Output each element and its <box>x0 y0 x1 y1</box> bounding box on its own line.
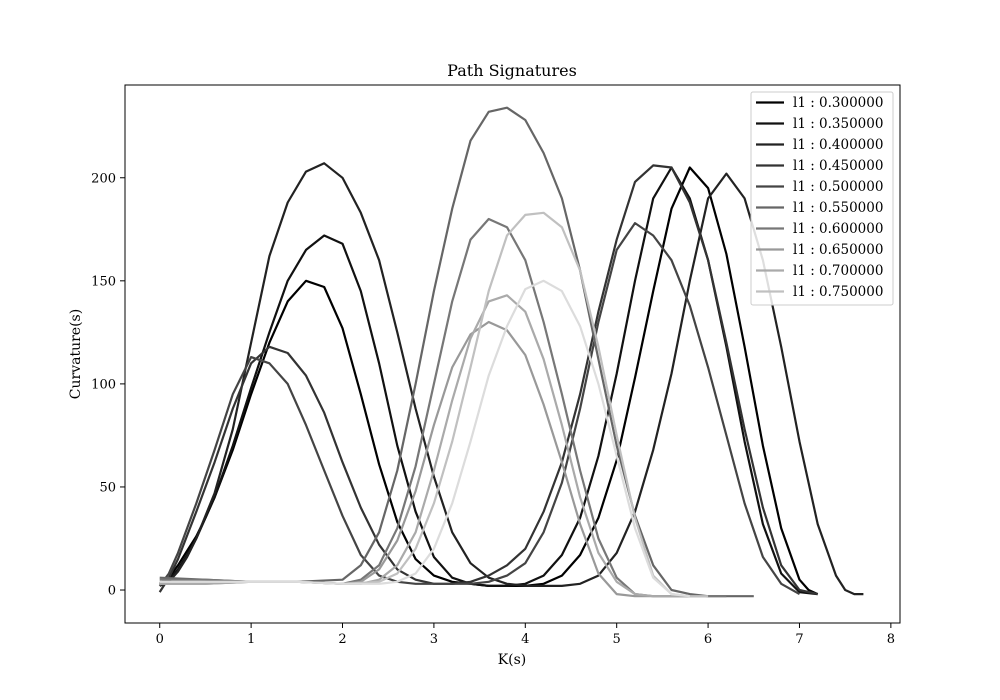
y-tick-label: 150 <box>91 274 116 289</box>
legend-entry: l1 : 0.550000 <box>793 200 883 216</box>
legend-entry: l1 : 0.750000 <box>793 284 883 300</box>
legend-entry: l1 : 0.500000 <box>793 179 883 195</box>
x-axis-ticks: 0 1 2 3 4 5 6 7 8 <box>156 623 895 647</box>
legend-box <box>750 91 894 306</box>
legend: l1 : 0.300000 l1 : 0.350000 l1 : 0.400000 l… <box>750 91 894 306</box>
legend-entry: l1 : 0.300000 <box>793 95 883 111</box>
series-line-11 <box>159 279 690 598</box>
chart-title: Path Signatures <box>447 61 577 80</box>
x-tick-label: 4 <box>521 632 529 647</box>
x-tick-label: 5 <box>613 632 621 647</box>
plot-frame <box>124 84 901 624</box>
x-tick-label: 6 <box>704 632 712 647</box>
legend-entry: l1 : 0.650000 <box>793 242 883 258</box>
x-tick-label: 0 <box>156 632 164 647</box>
x-tick-label: 8 <box>887 632 895 647</box>
legend-entry: l1 : 0.600000 <box>793 221 883 237</box>
legend-entry: l1 : 0.350000 <box>793 116 883 132</box>
y-axis-label: Curvature(s) <box>68 309 84 399</box>
x-tick-label: 1 <box>247 632 255 647</box>
series-line-5 <box>158 222 801 596</box>
legend-entry: l1 : 0.400000 <box>793 137 883 153</box>
y-axis-ticks: 0 50 100 150 200 <box>91 171 125 599</box>
series-line-1 <box>159 166 819 596</box>
x-tick-label: 7 <box>795 632 803 647</box>
series-line-2 <box>159 166 818 596</box>
legend-entry: l1 : 0.450000 <box>793 158 883 174</box>
series-line-6 <box>159 106 754 598</box>
series-layer <box>158 106 864 598</box>
legend-entry: l1 : 0.700000 <box>793 263 883 279</box>
y-tick-label: 0 <box>108 584 116 599</box>
series-line-8 <box>159 320 690 598</box>
x-tick-label: 2 <box>338 632 346 647</box>
y-tick-label: 50 <box>99 480 116 495</box>
x-axis-label: K(s) <box>498 652 527 668</box>
y-tick-label: 200 <box>91 171 116 186</box>
series-line-10 <box>159 211 709 598</box>
x-tick-label: 3 <box>430 632 438 647</box>
series-line-4 <box>158 164 818 596</box>
y-tick-label: 100 <box>91 377 116 392</box>
